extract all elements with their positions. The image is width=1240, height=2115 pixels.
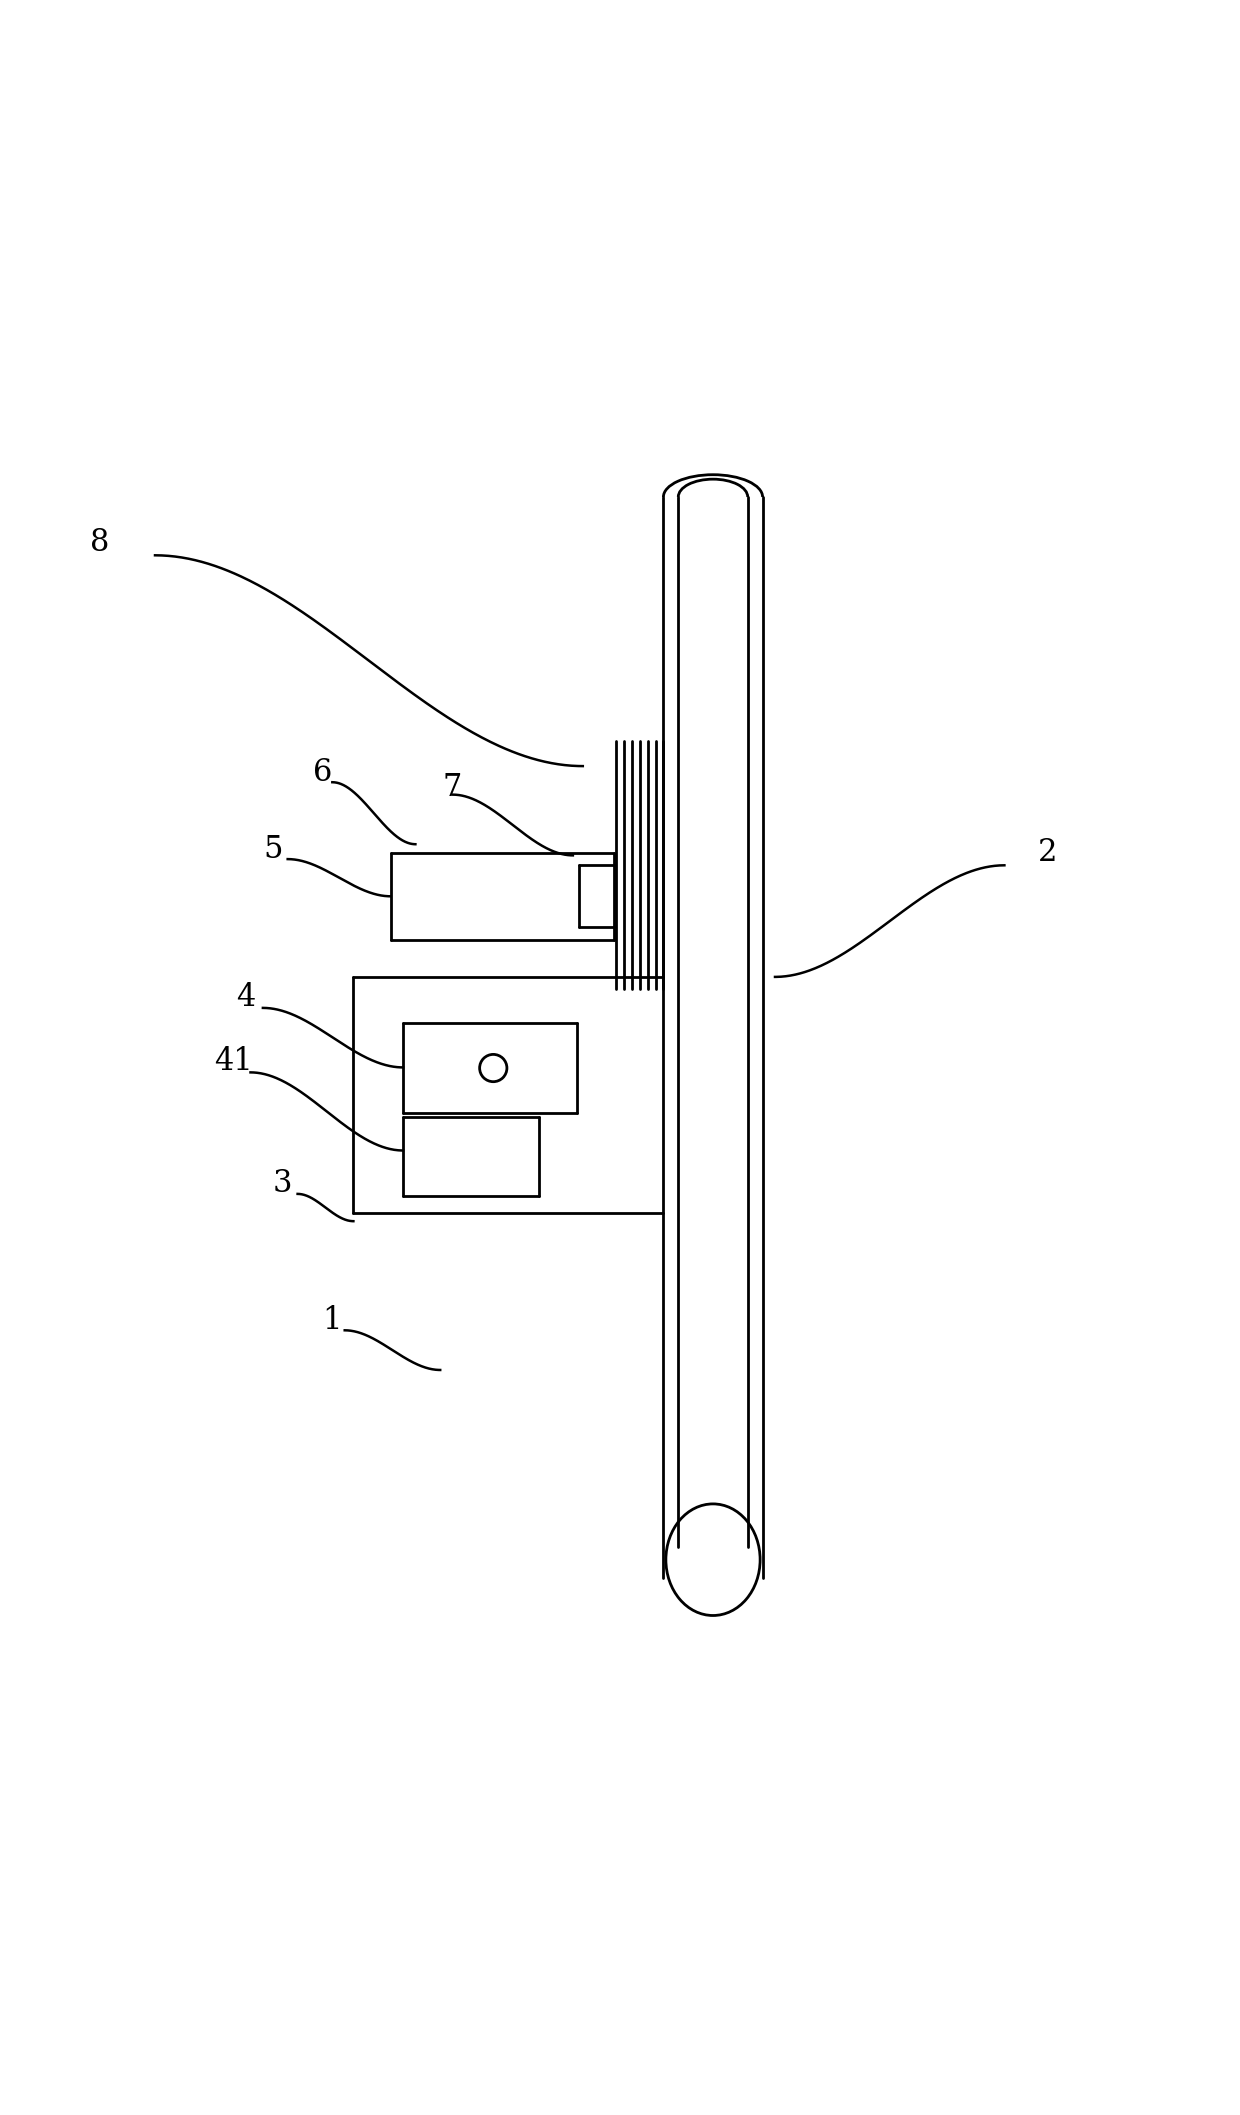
Text: 41: 41 xyxy=(213,1045,253,1077)
Text: 6: 6 xyxy=(312,757,332,787)
Text: 3: 3 xyxy=(273,1167,293,1199)
Text: 1: 1 xyxy=(322,1305,342,1337)
Text: 8: 8 xyxy=(89,527,109,558)
Text: 7: 7 xyxy=(443,772,463,804)
Text: 2: 2 xyxy=(1038,838,1058,869)
Text: 5: 5 xyxy=(263,833,283,865)
Text: 4: 4 xyxy=(236,983,255,1013)
